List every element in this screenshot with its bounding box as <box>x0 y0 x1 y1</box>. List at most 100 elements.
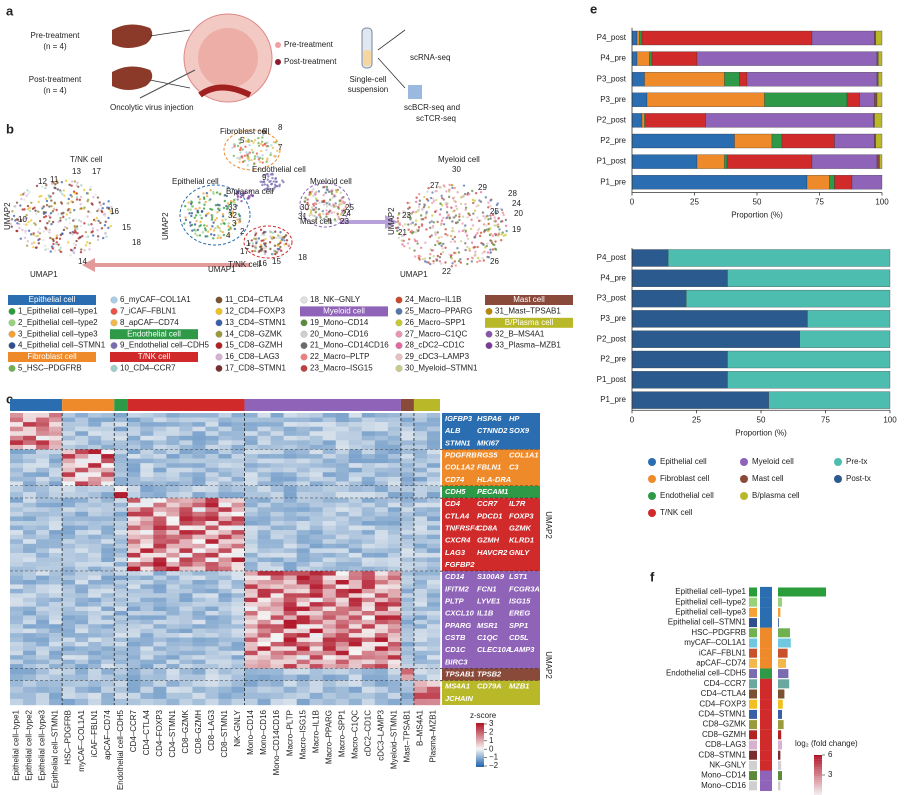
heat-cell <box>114 481 128 487</box>
cluster-number: 18 <box>298 253 307 262</box>
heat-cell <box>23 619 37 625</box>
heat-cell <box>101 698 115 706</box>
heat-cell <box>426 467 441 473</box>
heat-cell <box>153 492 167 499</box>
heat-cell <box>23 588 37 594</box>
cluster-swatch <box>749 607 757 617</box>
row-label: CD4–STMN1 <box>698 710 746 719</box>
umap-point <box>501 211 505 214</box>
legend-label: 28_cDC2–CD1C <box>405 341 465 350</box>
umap-point <box>451 262 454 265</box>
heat-cell <box>49 566 63 572</box>
heat-cell <box>75 492 89 499</box>
heat-cell <box>244 593 258 598</box>
heat-cell <box>205 463 219 468</box>
heat-cell <box>283 511 297 517</box>
heat-cell <box>205 413 219 418</box>
legend-dot <box>215 330 223 338</box>
umap-point <box>338 199 341 202</box>
heat-cell <box>218 659 232 665</box>
heat-cell <box>36 641 50 647</box>
umap-point <box>79 251 83 254</box>
umap-point <box>69 254 72 257</box>
gene-label: COL1A1 <box>509 451 539 460</box>
heat-cell <box>140 552 154 558</box>
heat-cell <box>348 463 363 468</box>
umap-point <box>425 211 428 214</box>
heat-cell <box>127 472 141 478</box>
heat-cell <box>426 575 441 581</box>
umap-point <box>104 220 107 223</box>
heat-cell <box>75 431 89 437</box>
bar-segment <box>764 92 848 107</box>
heat-cell <box>101 552 115 558</box>
heat-cell <box>335 486 349 493</box>
heat-cell <box>257 413 271 418</box>
heat-cell <box>283 610 297 616</box>
heat-cell <box>88 692 102 700</box>
heat-cell <box>400 566 415 572</box>
heat-cell <box>88 584 102 590</box>
umap-point <box>226 202 230 205</box>
heat-cell <box>283 668 297 675</box>
umap-point <box>96 229 99 232</box>
gene-label: MSR1 <box>477 621 498 630</box>
heat-cell <box>88 637 102 643</box>
heat-cell <box>205 492 219 499</box>
heat-cell <box>23 440 37 446</box>
umap-point <box>231 210 234 213</box>
heat-cell <box>296 637 310 643</box>
heat-cell <box>400 458 415 464</box>
heat-cell <box>361 498 376 503</box>
heat-cell <box>101 486 115 493</box>
umap-point <box>446 205 449 209</box>
umap-point <box>110 205 113 209</box>
heat-cell <box>309 486 323 493</box>
umap-point <box>464 202 467 206</box>
heat-cell <box>348 668 363 675</box>
umap-point <box>44 197 48 200</box>
heat-cell <box>127 668 141 675</box>
heat-cell <box>335 422 349 427</box>
axis-title: UMAP2 <box>161 212 170 240</box>
umap-point <box>47 194 51 197</box>
umap-point <box>261 136 264 139</box>
umap-point <box>190 212 194 215</box>
umap-point <box>438 213 442 216</box>
heat-cell <box>322 557 336 563</box>
heat-cell <box>140 686 154 694</box>
axis-title: UMAP1 <box>30 270 58 279</box>
heat-cell <box>400 431 415 437</box>
legend-label: Pre-tx <box>846 457 867 466</box>
heat-cell <box>309 507 323 513</box>
colorbar-step <box>814 778 822 781</box>
legend-header-text: B/Plasma cell <box>505 318 554 327</box>
umap-point <box>216 207 220 210</box>
heat-cell <box>374 476 389 482</box>
heat-cell <box>166 628 180 634</box>
heat-cell <box>374 668 389 675</box>
legend-header-text: Endothelial cell <box>127 329 181 338</box>
umap-point <box>255 239 258 242</box>
umap-point <box>42 230 46 233</box>
umap-point <box>206 230 210 233</box>
umap-point <box>454 264 458 267</box>
umap-point <box>208 199 211 202</box>
column-label: CD4–CCR7 <box>129 709 138 752</box>
heat-cell <box>322 655 336 660</box>
heat-cell <box>244 562 258 567</box>
umap-point <box>110 212 114 216</box>
heat-cell <box>23 571 37 576</box>
legend-dot <box>648 475 656 483</box>
umap-point <box>52 192 55 195</box>
colorbar-step <box>476 756 484 759</box>
heat-cell <box>322 525 336 531</box>
heat-cell <box>192 566 206 572</box>
umap-point <box>247 159 251 162</box>
heat-cell <box>283 637 297 643</box>
umap-point <box>109 224 113 228</box>
heat-cell <box>231 602 245 607</box>
heat-cell <box>101 580 115 585</box>
heat-cell <box>114 593 128 598</box>
heat-cell <box>348 606 363 612</box>
